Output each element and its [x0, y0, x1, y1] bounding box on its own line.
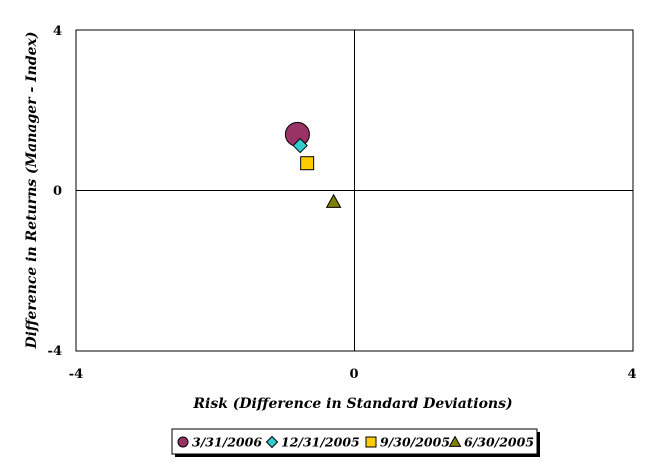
x-tick-labels: -4 0 4: [69, 367, 637, 382]
legend-label: 12/31/2005: [281, 435, 360, 450]
x-tick-label: -4: [69, 367, 83, 382]
legend-marker-diamond: [265, 435, 279, 449]
x-tick-label: 0: [349, 367, 358, 382]
x-axis-title: Risk (Difference in Standard Deviations): [192, 396, 512, 412]
y-tick-label: 4: [53, 24, 62, 39]
y-tick-label: 0: [53, 184, 62, 199]
data-point-triangle: [325, 193, 342, 208]
data-point-square: [300, 156, 315, 171]
y-tick-label: -4: [48, 344, 62, 359]
legend-label: 9/30/2005: [380, 435, 450, 450]
legend-box-shadow: [537, 432, 540, 457]
y-axis-title: Difference in Returns (Manager - Index): [24, 31, 40, 349]
legend-marker-circle: [177, 436, 189, 448]
legend-marker-square: [365, 436, 377, 448]
data-markers: [284, 121, 342, 208]
y-tick-labels: 4 0 -4: [48, 24, 62, 359]
legend-box-shadow: [175, 454, 540, 457]
legend-label: 6/30/2005: [464, 435, 534, 450]
legend-label: 3/31/2006: [192, 435, 262, 450]
data-point-diamond: [292, 137, 308, 154]
plot-area: [75, 29, 634, 352]
x-tick-label: 4: [627, 367, 636, 382]
legend-box: [171, 428, 538, 455]
legend-marker-triangle: [448, 435, 462, 447]
legend: 3/31/2006 12/31/2005 9/30/2005 6/30/2005: [171, 428, 540, 457]
